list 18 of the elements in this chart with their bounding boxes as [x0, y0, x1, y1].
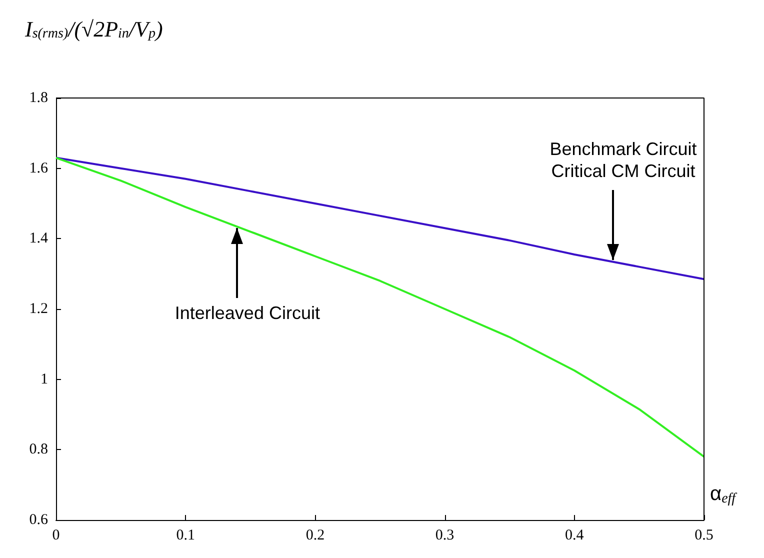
y-tick-label: 0.6 — [29, 512, 48, 528]
x-tick-label: 0.2 — [306, 528, 325, 544]
y-tick-label: 1.6 — [29, 160, 48, 176]
y-tick-label: 0.8 — [29, 442, 48, 458]
x-tick-label: 0.1 — [176, 528, 195, 544]
annotation: Interleaved Circuit — [174, 302, 321, 324]
line-series — [55, 156, 705, 280]
chart-title: Is(rms)/(√2Pin/Vp) — [24, 16, 163, 42]
x-tick-label: 0.3 — [435, 528, 454, 544]
x-tick-label: 0.5 — [694, 528, 714, 544]
y-tick-label: 1 — [40, 371, 48, 388]
line-series — [55, 156, 705, 458]
y-tick-label: 1.2 — [29, 301, 48, 317]
y-tick-label: 1.4 — [29, 230, 48, 247]
annotation: Benchmark Circuit Critical CM Circuit — [548, 138, 698, 182]
x-tick-label: 0 — [52, 528, 60, 544]
x-tick-label: 0.4 — [565, 528, 584, 544]
y-tick-label: 1.8 — [29, 90, 48, 106]
